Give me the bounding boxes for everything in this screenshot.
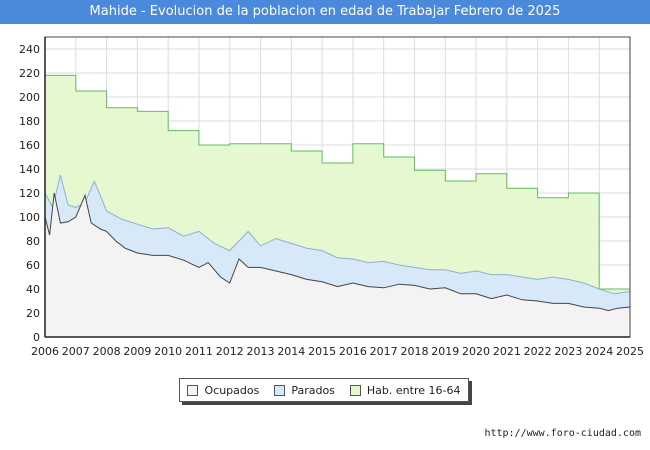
y-tick-label: 140 [19,163,40,176]
y-tick-label: 100 [19,211,40,224]
x-tick-label: 2014 [277,345,305,358]
y-tick-label: 240 [19,43,40,56]
x-tick-label: 2012 [216,345,244,358]
x-tick-label: 2017 [370,345,398,358]
x-tick-label: 2010 [154,345,182,358]
legend-swatch-ocupados [187,384,199,396]
y-tick-label: 60 [26,259,40,272]
x-tick-label: 2019 [431,345,459,358]
x-tick-label: 2015 [308,345,336,358]
x-tick-label: 2022 [524,345,552,358]
x-tick-label: 2013 [247,345,275,358]
y-tick-label: 180 [19,115,40,128]
series-ocupados-line [44,192,631,312]
legend-label-hab: Hab. entre 16-64 [366,383,461,397]
x-tick-labels: 2006 2007 2008 2009 2010 2011 2012 2013 2014 2015… [31,345,644,358]
y-tick-label: 80 [26,235,40,248]
legend-swatch-parados [274,384,286,396]
legend-label-parados: Parados [291,383,335,397]
y-tick-label: 220 [19,67,40,80]
x-tick-label: 2009 [123,345,151,358]
legend-swatch-hab [349,384,361,396]
x-tick-label: 2025 [616,345,644,358]
legend-item-ocupados: Ocupados [187,384,259,397]
y-tick-label: 200 [19,91,40,104]
x-tick-label: 2020 [462,345,490,358]
x-tick-label: 2008 [93,345,121,358]
legend-item-parados: Parados [274,384,335,397]
x-tick-label: 2007 [62,345,90,358]
legend-label-ocupados: Ocupados [204,383,260,397]
axes [44,36,631,338]
x-tick-label: 2016 [339,345,367,358]
x-tick-label: 2011 [185,345,213,358]
series-parados-line [44,174,631,295]
chart-title: Mahide - Evolucion de la poblacion en ed… [0,0,650,24]
x-tick-label: 2021 [493,345,521,358]
y-tick-label: 40 [26,283,40,296]
series-areas [44,74,631,338]
series-ocupados-area [45,193,630,337]
x-tick-label: 2024 [585,345,613,358]
y-tick-labels: 0 20 40 60 80 100 120 140 160 180 200 220 240 [19,43,40,344]
y-tick-label: 0 [33,331,40,344]
source-url: http://www.foro-ciudad.com [484,428,641,439]
y-tick-label: 120 [19,187,40,200]
y-tick-label: 20 [26,307,40,320]
x-tick-label: 2006 [31,345,59,358]
series-hab-entre-16-64-line [45,74,630,290]
x-tick-label: 2023 [554,345,582,358]
y-tick-label: 160 [19,139,40,152]
legend-item-hab: Hab. entre 16-64 [349,383,461,397]
chart-legend: Ocupados Parados Hab. entre 16-64 [179,378,469,402]
x-tick-label: 2018 [400,345,428,358]
